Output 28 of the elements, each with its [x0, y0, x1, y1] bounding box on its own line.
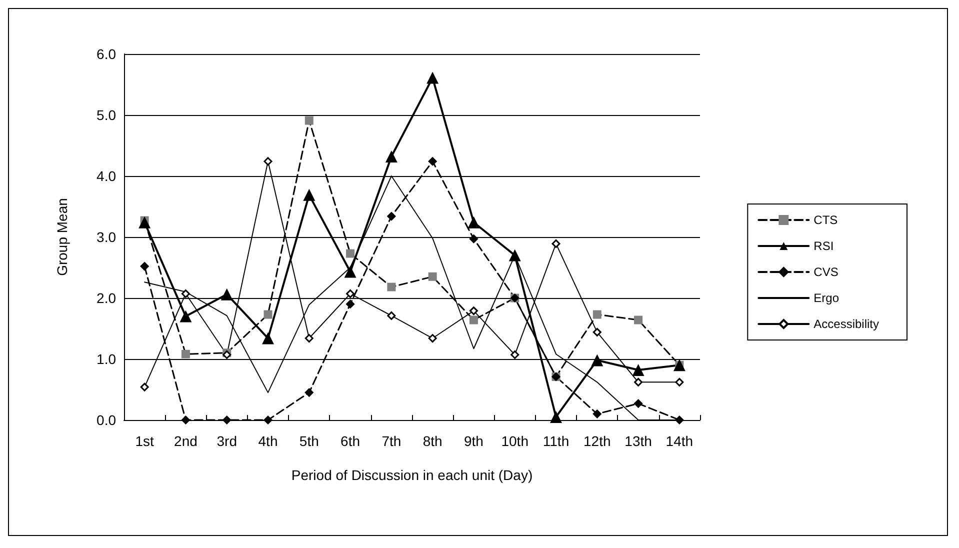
y-axis-title: Group Mean — [54, 198, 70, 276]
x-tick-label: 14th — [666, 433, 694, 449]
y-tick-label: 4.0 — [96, 168, 116, 184]
x-axis-title: Period of Discussion in each unit (Day) — [291, 467, 533, 483]
x-tick-label: 8th — [422, 433, 442, 449]
legend-label: Accessibility — [814, 317, 880, 331]
legend-label: CVS — [814, 265, 838, 279]
legend-label: RSI — [814, 239, 834, 253]
legend-label: Ergo — [814, 291, 840, 305]
x-tick-label: 3rd — [216, 433, 237, 449]
x-tick-label: 7th — [382, 433, 402, 449]
x-tick-label: 11th — [542, 433, 570, 449]
x-tick-label: 10th — [501, 433, 528, 449]
y-tick-label: 5.0 — [96, 107, 116, 123]
x-tick-label: 9th — [464, 433, 484, 449]
y-tick-label: 1.0 — [96, 351, 116, 367]
x-tick-label: 6th — [340, 433, 360, 449]
x-tick-label: 1st — [135, 433, 154, 449]
x-tick-label: 2nd — [174, 433, 198, 449]
x-tick-label: 5th — [299, 433, 319, 449]
x-tick-label: 13th — [624, 433, 652, 449]
x-tick-label: 12th — [584, 433, 611, 449]
y-tick-label: 0.0 — [96, 412, 116, 428]
y-tick-label: 2.0 — [96, 290, 116, 306]
legend-label: CTS — [814, 213, 838, 227]
y-tick-label: 6.0 — [96, 46, 116, 62]
x-tick-label: 4th — [258, 433, 278, 449]
y-tick-label: 3.0 — [96, 229, 116, 245]
